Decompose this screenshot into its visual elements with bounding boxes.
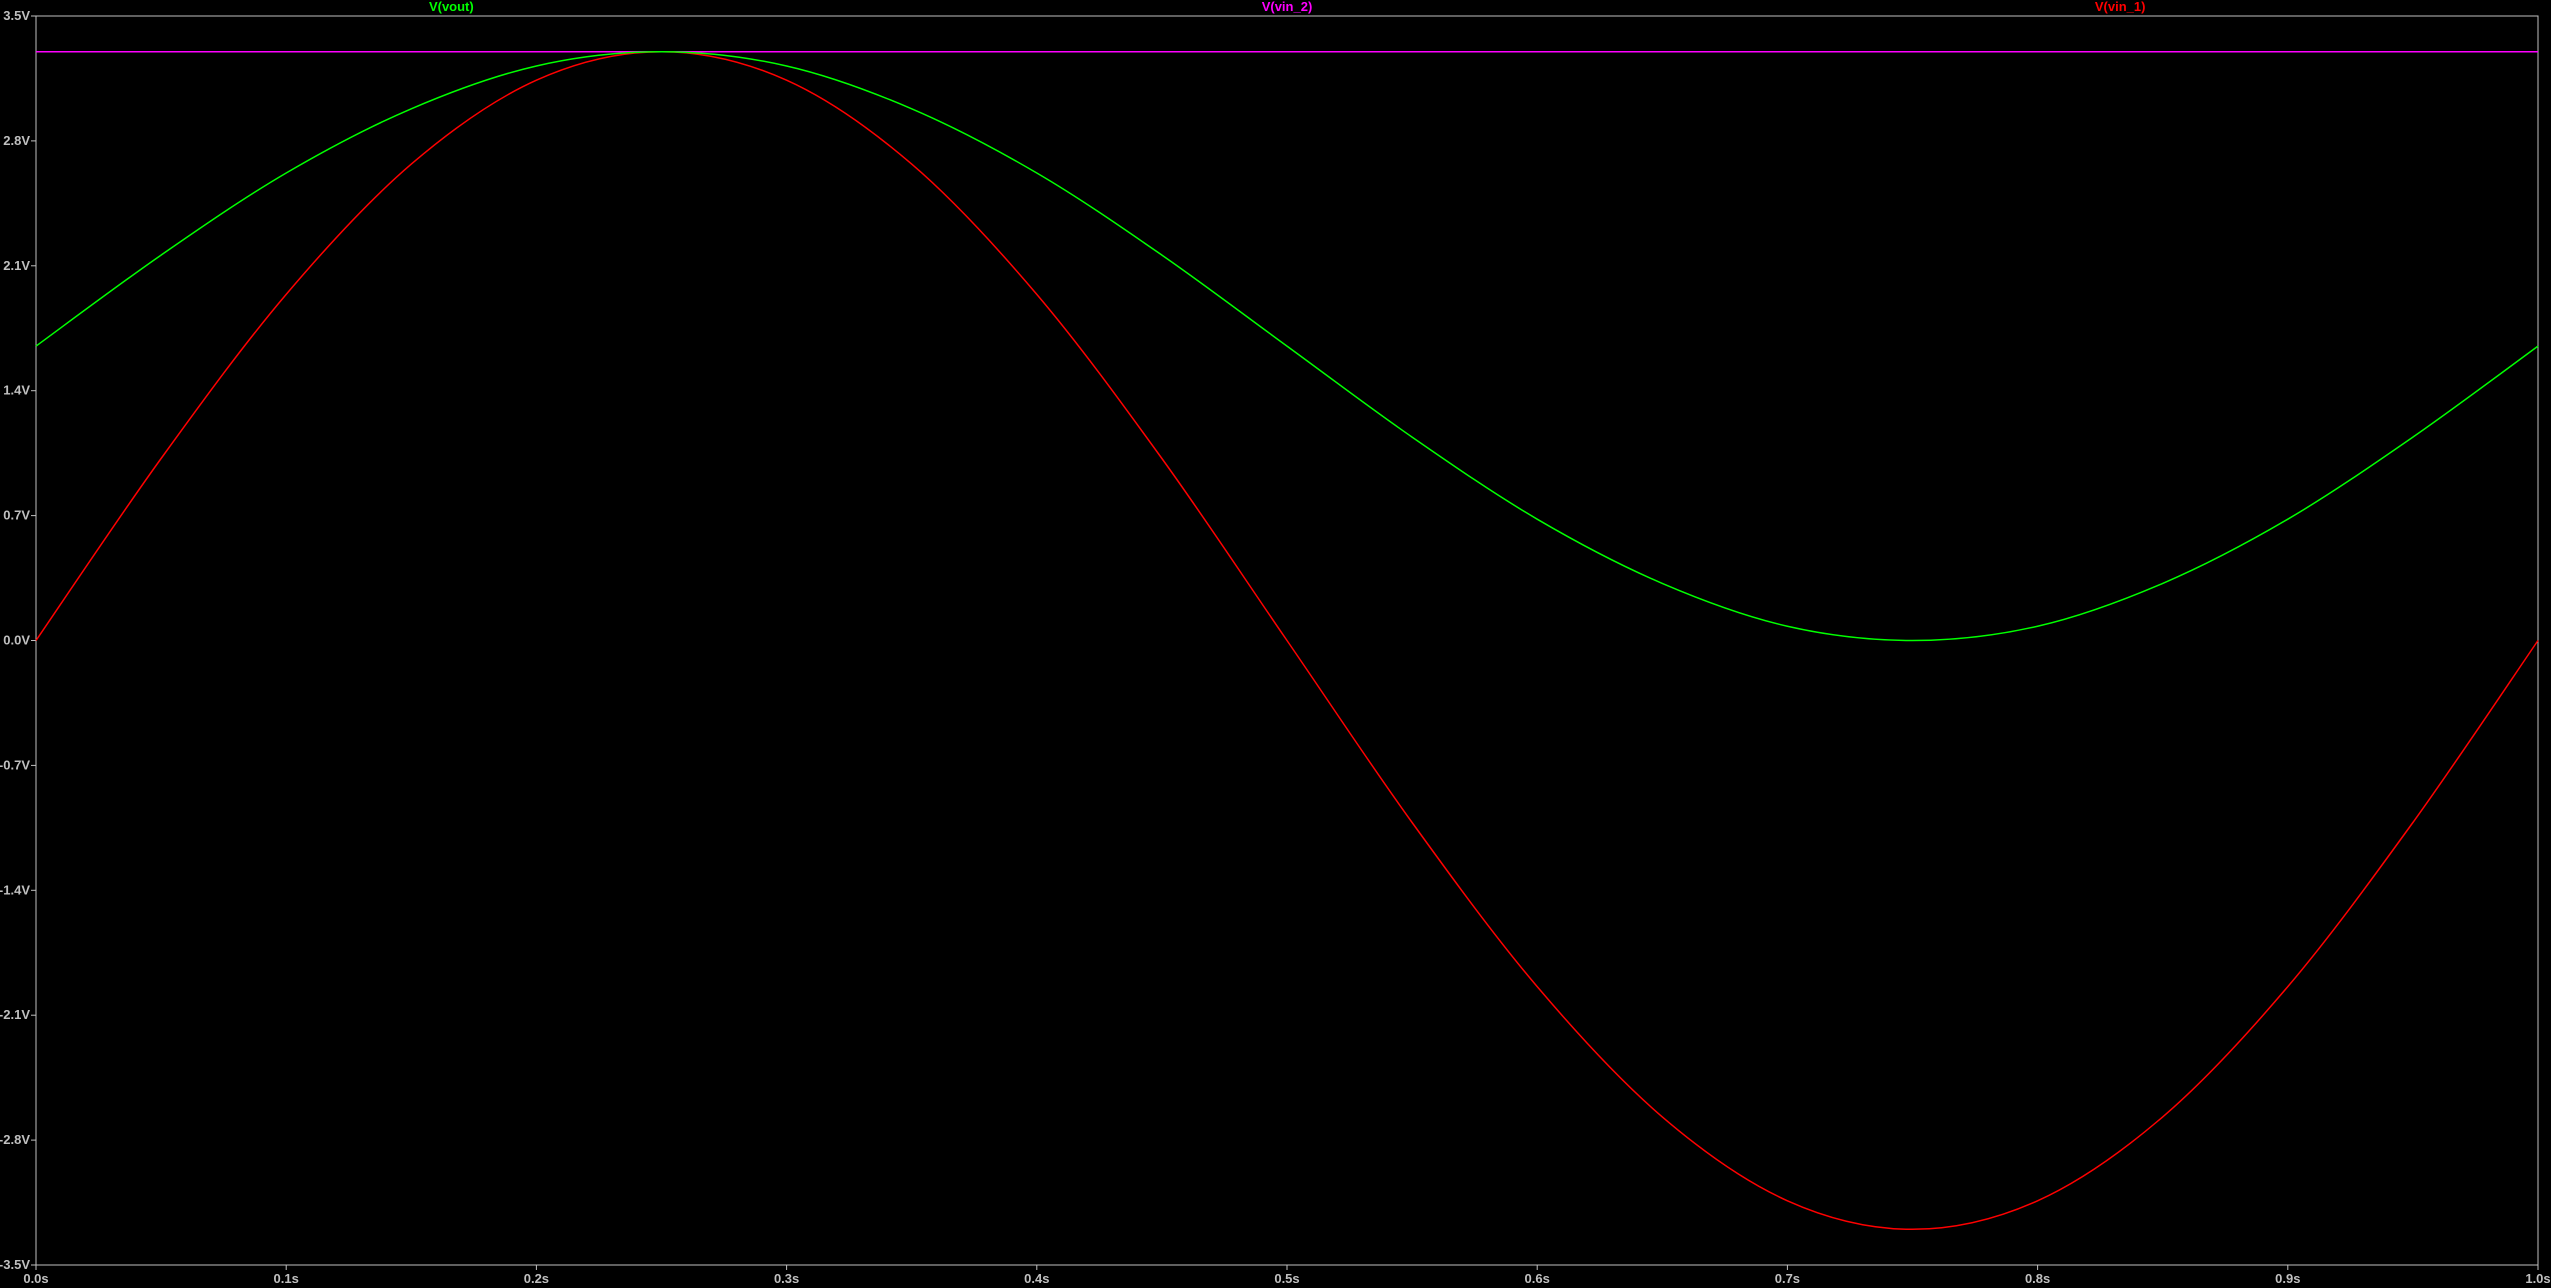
x-tick-label: 1.0s [2525, 1271, 2550, 1286]
x-tick-label: 0.9s [2275, 1271, 2300, 1286]
y-tick-label: 0.7V [3, 508, 30, 523]
x-tick-label: 0.0s [23, 1271, 48, 1286]
legend-entry: V(vin_2) [1262, 0, 1313, 14]
traces [35, 50, 2539, 1231]
y-tick-label: -2.1V [0, 1007, 30, 1022]
legend: V(vout) V(vin_2) V(vin_1) [429, 0, 2146, 14]
x-tick-label: 0.1s [274, 1271, 299, 1286]
y-tick-label: 1.4V [3, 383, 30, 398]
y-tick-label: -3.5V [0, 1257, 30, 1272]
y-tick-label: 2.8V [3, 133, 30, 148]
x-tick-label: 0.2s [524, 1271, 549, 1286]
y-tick-label: 0.0V [3, 633, 30, 648]
x-tick-label: 0.6s [1525, 1271, 1550, 1286]
y-tick-label: -0.7V [0, 757, 30, 772]
trace-v-vout [35, 50, 2539, 642]
y-tick-label: -1.4V [0, 882, 30, 897]
x-tick-label: 0.8s [2025, 1271, 2050, 1286]
y-tick-label: -2.8V [0, 1132, 30, 1147]
x-tick-label: 0.4s [1024, 1271, 1049, 1286]
axes: 3.5V 2.8V 2.1V 1.4V 0.7V 0.0V -0.7V -1.4V -2.1V -… [0, 8, 2551, 1286]
legend-entry: V(vout) [429, 0, 474, 14]
y-tick-label: 2.1V [3, 258, 30, 273]
x-tick-label: 0.3s [774, 1271, 799, 1286]
x-tick-label: 0.7s [1775, 1271, 1800, 1286]
legend-entry: V(vin_1) [2095, 0, 2146, 14]
y-tick-label: 3.5V [3, 8, 30, 23]
trace-v-vin-1 [35, 50, 2539, 1231]
x-tick-label: 0.5s [1274, 1271, 1299, 1286]
